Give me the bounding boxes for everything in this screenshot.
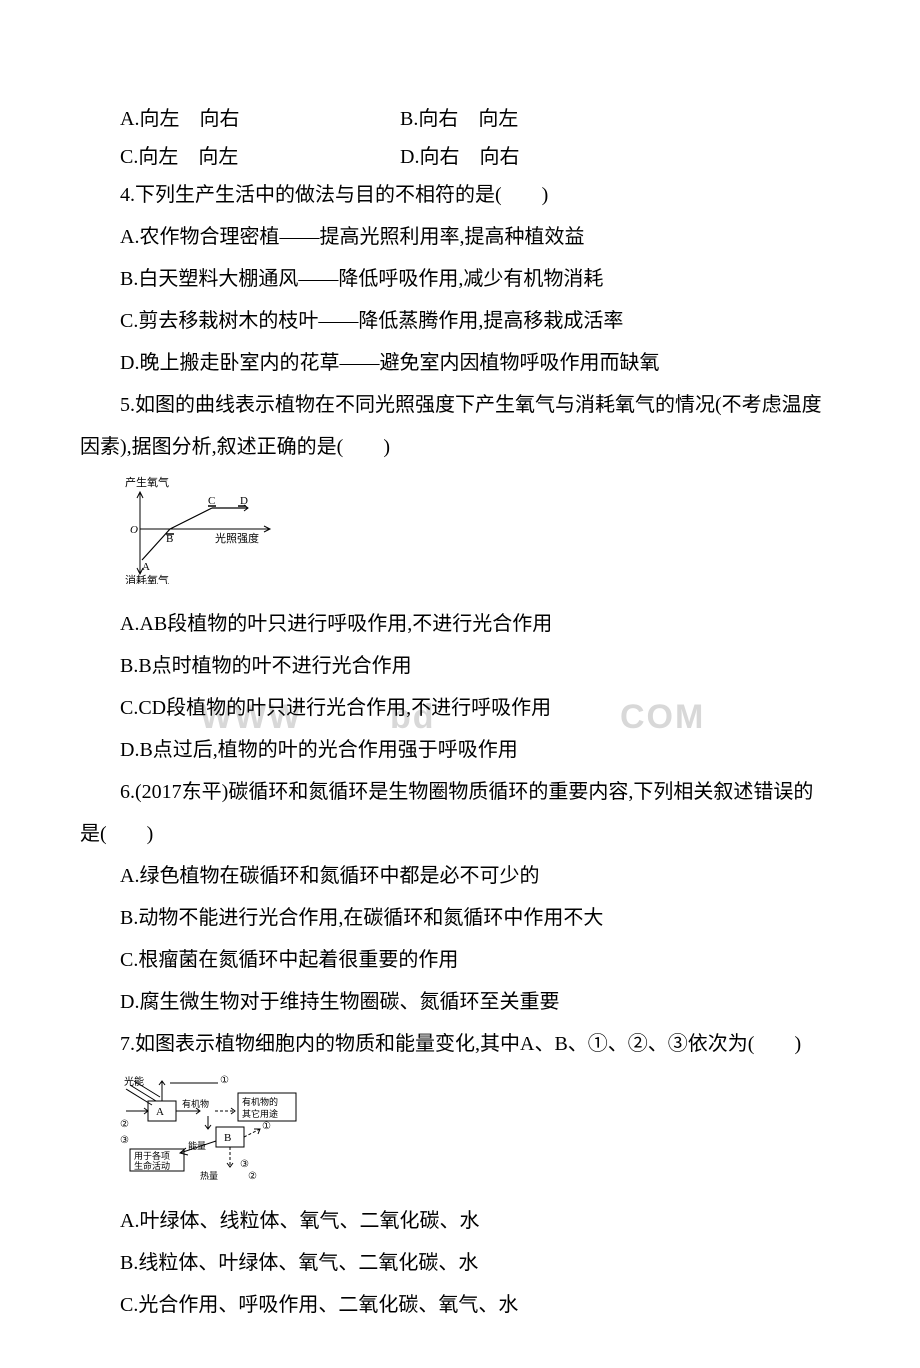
q7-fig-other-1: 有机物的 bbox=[242, 1096, 278, 1107]
q3-opt-b: B.向右 向左 bbox=[400, 100, 840, 138]
q7-fig-n3-left: ③ bbox=[120, 1135, 129, 1146]
q3-opt-d: D.向右 向右 bbox=[400, 138, 840, 176]
q5-fig-a: A bbox=[142, 561, 150, 573]
q6-opt-d: D.腐生微生物对于维持生物圈碳、氮循环至关重要 bbox=[80, 983, 840, 1021]
q5-fig-o: O bbox=[130, 524, 138, 536]
q5-opt-b: B.B点时植物的叶不进行光合作用 bbox=[80, 647, 840, 685]
q6-opt-a: A.绿色植物在碳循环和氮循环中都是必不可少的 bbox=[80, 857, 840, 895]
q7-fig-a: A bbox=[156, 1106, 164, 1118]
q5-opt-a: A.AB段植物的叶只进行呼吸作用,不进行光合作用 bbox=[80, 605, 840, 643]
q5-opt-d: D.B点过后,植物的叶的光合作用强于呼吸作用 bbox=[80, 731, 840, 769]
q4-opt-b: B.白天塑料大棚通风——降低呼吸作用,减少有机物消耗 bbox=[80, 260, 840, 298]
q3-opt-a: A.向左 向右 bbox=[120, 100, 400, 138]
q7-fig-n3-r: ③ bbox=[240, 1159, 249, 1170]
q7-opt-b: B.线粒体、叶绿体、氧气、二氧化碳、水 bbox=[80, 1244, 840, 1282]
q6-stem-2: 是( ) bbox=[80, 815, 840, 853]
q5-fig-b: B bbox=[166, 533, 173, 545]
q7-fig-life-1: 用于各项 bbox=[134, 1150, 170, 1161]
q7-fig-n1-r: ① bbox=[262, 1121, 271, 1132]
q7-opt-a: A.叶绿体、线粒体、氧气、二氧化碳、水 bbox=[80, 1202, 840, 1240]
q5-fig-d: D bbox=[240, 495, 248, 507]
q7-fig-other-2: 其它用途 bbox=[242, 1108, 278, 1119]
q7-fig-heat: 热量 bbox=[200, 1170, 218, 1181]
q7-stem: 7.如图表示植物细胞内的物质和能量变化,其中A、B、①、②、③依次为( ) bbox=[80, 1025, 840, 1063]
q7-fig-n2-r: ② bbox=[248, 1171, 257, 1181]
q7-figure: 光能 A 有机物 有机物的 其它用途 ① ② ③ B bbox=[120, 1071, 840, 1194]
q5-fig-c: C bbox=[208, 495, 215, 507]
q4-opt-c: C.剪去移栽树木的枝叶——降低蒸腾作用,提高移栽成活率 bbox=[80, 302, 840, 340]
q6-stem-1: 6.(2017东平)碳循环和氮循环是生物圈物质循环的重要内容,下列相关叙述错误的 bbox=[80, 773, 840, 811]
q5-fig-ybot: 消耗氧气 bbox=[125, 573, 169, 584]
q4-stem: 4.下列生产生活中的做法与目的不相符的是( ) bbox=[80, 176, 840, 214]
q7-fig-life-2: 生命活动 bbox=[134, 1160, 170, 1171]
q7-opt-c: C.光合作用、呼吸作用、二氧化碳、氧气、水 bbox=[80, 1286, 840, 1324]
q7-fig-n1: ① bbox=[220, 1075, 229, 1086]
q7-fig-n2-left: ② bbox=[120, 1119, 129, 1130]
q5-fig-ytop: 产生氧气 bbox=[125, 475, 169, 489]
q7-fig-organic: 有机物 bbox=[182, 1098, 209, 1109]
q4-opt-a: A.农作物合理密植——提高光照利用率,提高种植效益 bbox=[80, 218, 840, 256]
q5-stem-1: 5.如图的曲线表示植物在不同光照强度下产生氧气与消耗氧气的情况(不考虑温度 bbox=[80, 386, 840, 424]
q3-opt-c: C.向左 向左 bbox=[120, 138, 400, 176]
q7-fig-energy: 能量 bbox=[188, 1140, 206, 1151]
q4-opt-d: D.晚上搬走卧室内的花草——避免室内因植物呼吸作用而缺氧 bbox=[80, 344, 840, 382]
q5-fig-xlabel: 光照强度 bbox=[215, 531, 259, 545]
q6-opt-c: C.根瘤菌在氮循环中起着很重要的作用 bbox=[80, 941, 840, 979]
q5-figure: 产生氧气 O A B C D 光照强度 消耗氧气 bbox=[120, 474, 840, 597]
q6-opt-b: B.动物不能进行光合作用,在碳循环和氮循环中作用不大 bbox=[80, 899, 840, 937]
q7-fig-b: B bbox=[224, 1132, 231, 1144]
q5-stem-2: 因素),据图分析,叙述正确的是( ) bbox=[80, 428, 840, 466]
q5-opt-c: C.CD段植物的叶只进行光合作用,不进行呼吸作用 bbox=[80, 689, 840, 727]
